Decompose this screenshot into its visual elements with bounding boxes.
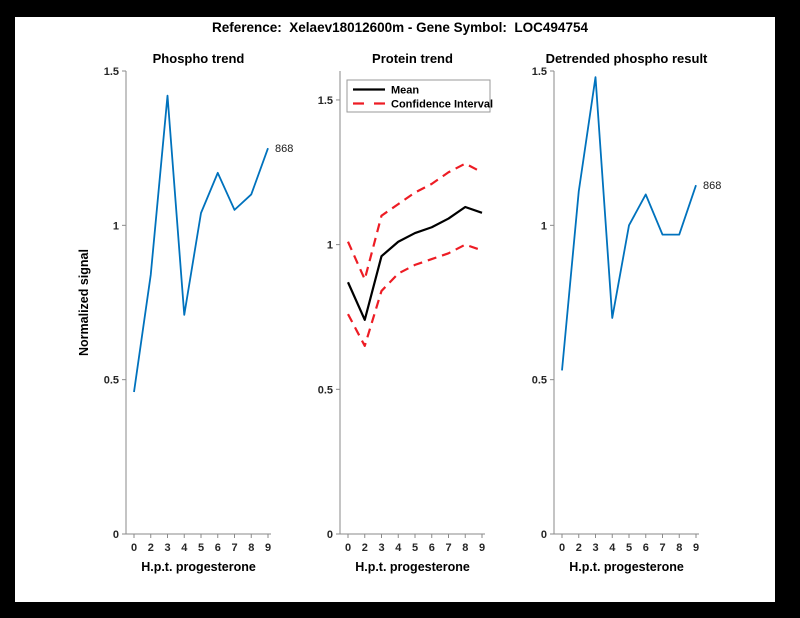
x-tick-label: 4 [181,542,188,554]
x-tick-label: 8 [676,542,682,554]
axes-lines [125,71,271,535]
x-tick-label: 6 [215,542,221,554]
y-tick-label: 0 [327,529,333,541]
y-tick-label: 0.5 [318,384,333,396]
x-tick-label: 0 [345,542,351,554]
x-tick-label: 8 [248,542,254,554]
axes-lines [339,71,485,535]
legend-label: Confidence Interval [391,99,493,111]
line-end-label: 868 [275,143,293,155]
y-tick-label: 0 [113,529,119,541]
x-tick-label: 2 [576,542,582,554]
x-tick-label: 0 [131,542,137,554]
subplot-title: Phospho trend [153,51,245,66]
figure-title: Reference: Xelaev18012600m - Gene Symbol… [212,20,588,35]
confidence-upper-line [346,162,483,281]
legend: Mean Confidence Interval [346,79,493,113]
y-tick-label: 1 [113,220,119,232]
line-end-label: 868 [703,180,721,192]
x-axis-label: H.p.t. progesterone [141,560,256,574]
y-tick-label: 0 [541,529,547,541]
x-tick-label: 5 [626,542,632,554]
subplot-title: Protein trend [372,51,453,66]
subplot-title: Detrended phospho result [546,51,708,66]
x-tick-label: 6 [643,542,649,554]
y-tick-label: 1 [541,220,547,232]
x-axis-label: H.p.t. progesterone [355,560,470,574]
y-tick-label: 1.5 [532,66,547,78]
phospho-signal-line [133,94,269,393]
confidence-lower-line [347,243,483,348]
x-tick-label: 9 [479,542,485,554]
y-tick-label: 1.5 [104,66,119,78]
legend-label: Mean [391,85,419,97]
axes-lines [553,71,699,535]
detrended-phospho-line [561,76,697,371]
x-tick-label: 8 [462,542,468,554]
protein-mean-line [346,205,483,321]
y-tick-label: 0.5 [532,375,547,387]
legend-box [346,79,491,113]
x-axis-label: H.p.t. progesterone [569,560,684,574]
y-tick-label: 1.5 [318,95,333,107]
x-tick-label: 4 [609,542,616,554]
x-tick-label: 6 [429,542,435,554]
x-tick-label: 2 [362,542,368,554]
x-tick-label: 2 [148,542,154,554]
x-tick-label: 3 [378,542,384,554]
figure-canvas [15,17,775,602]
x-tick-label: 5 [412,542,418,554]
y-tick-label: 0.5 [104,375,119,387]
x-tick-label: 0 [559,542,565,554]
x-tick-label: 4 [395,542,402,554]
y-tick-label: 1 [327,240,333,252]
x-tick-label: 7 [445,542,451,554]
x-tick-label: 5 [198,542,204,554]
x-tick-label: 9 [693,542,699,554]
x-tick-label: 3 [592,542,598,554]
x-tick-label: 9 [265,542,271,554]
x-tick-label: 7 [231,542,237,554]
y-axis-label: Normalized signal [77,249,91,356]
x-tick-label: 7 [659,542,665,554]
x-tick-label: 3 [164,542,170,554]
